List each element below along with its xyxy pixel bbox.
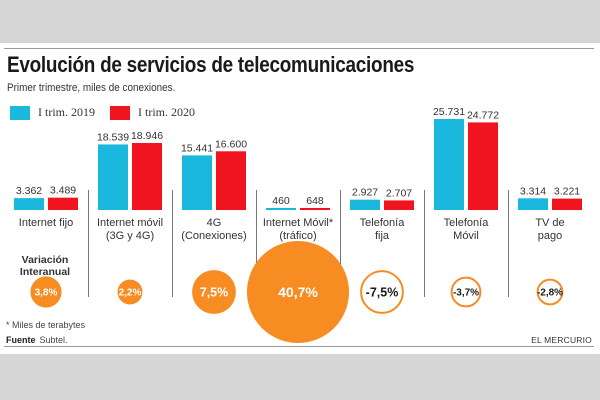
bar-value-label-2019: 3.362 [16, 185, 42, 197]
legend-label-2020: I trim. 2020 [138, 105, 195, 119]
variation-bubble-positive [117, 279, 143, 305]
bar-value-label-2020: 3.489 [50, 185, 76, 197]
bar-2019 [266, 208, 296, 210]
bar-2020 [216, 151, 246, 210]
source-label: Fuente [6, 335, 36, 345]
bar-chart: 3.362 3.489 Internet fijo 3,8% 18.539 18.946 I… [14, 106, 582, 344]
brand-credit: EL MERCURIO [531, 335, 592, 345]
bar-value-label-2019: 25.731 [433, 106, 465, 118]
variation-bubble-negative [360, 270, 404, 314]
variation-bubble-negative [450, 276, 482, 308]
category-label-sub: (3G y 4G) [106, 230, 154, 242]
bar-2019 [350, 199, 380, 210]
bar-2019 [14, 198, 44, 210]
bar-value-label-2020: 3.221 [554, 186, 580, 198]
category-label: Telefonía [444, 217, 490, 229]
category-label-sub: fija [375, 230, 390, 242]
variation-title-line1: Variación [21, 254, 69, 266]
variation-title: Variación Interanual [12, 254, 78, 278]
bar-value-label-2019: 460 [272, 195, 290, 207]
bar-value-label-2019: 15.441 [181, 142, 213, 154]
variation-label: -7,5% [366, 286, 399, 300]
bar-value-label-2019: 3.314 [520, 185, 546, 197]
variation-bubble-negative [536, 278, 564, 306]
category-label-sub: (tráfico) [279, 230, 316, 242]
bar-2019 [434, 119, 464, 210]
variation-title-line2: Interanual [19, 266, 71, 278]
category-label: Telefonía [360, 217, 406, 229]
bar-value-label-2020: 648 [306, 195, 324, 207]
bar-2019 [518, 198, 548, 210]
bar-2020 [552, 198, 582, 210]
source: Fuente Subtel. [6, 335, 68, 345]
variation-label: -3,7% [453, 288, 479, 299]
variation-bubble-positive [192, 270, 236, 314]
bottom-rule [4, 346, 594, 347]
legend-swatch-2019 [10, 105, 30, 120]
bar-2019 [182, 155, 212, 210]
chart-subtitle: Primer trimestre, miles de conexiones. [7, 82, 176, 94]
legend-swatch-2020 [110, 105, 130, 120]
variation-label: 7,5% [200, 286, 229, 300]
bar-2020 [48, 197, 78, 210]
category-label-sub: pago [538, 230, 562, 242]
bar-2020 [384, 200, 414, 210]
category-label: Internet móvil [97, 217, 163, 229]
bar-value-label-2019: 2.927 [352, 187, 378, 199]
legend-item-2020: I trim. 2020 [110, 105, 195, 120]
variation-bubble-positive [30, 276, 62, 308]
variation-label: 40,7% [278, 284, 318, 300]
variation-label: 3,8% [35, 288, 58, 299]
variation-label: -2,8% [537, 288, 563, 299]
footnote: * Miles de terabytes [6, 320, 86, 330]
legend-label-2019: I trim. 2019 [38, 105, 95, 119]
bar-2020 [132, 142, 162, 210]
bar-value-label-2020: 16.600 [215, 138, 247, 150]
bar-2019 [98, 144, 128, 210]
bar-2020 [300, 208, 330, 210]
top-rule [4, 48, 594, 49]
category-label: TV de [535, 217, 564, 229]
category-label-sub: Móvil [453, 230, 479, 242]
variation-label: 2,2% [119, 288, 142, 299]
legend-item-2019: I trim. 2019 [10, 105, 95, 120]
category-label-sub: (Conexiones) [181, 230, 246, 242]
category-label: 4G [207, 217, 222, 229]
category-label: Internet fijo [19, 217, 73, 229]
source-value: Subtel. [39, 335, 68, 345]
bar-value-label-2020: 18.946 [131, 130, 163, 142]
variation-bubble-positive [246, 240, 350, 344]
bar-value-label-2020: 24.772 [467, 109, 499, 121]
infographic-panel: Evolución de servicios de telecomunicaci… [0, 43, 600, 354]
chart-title: Evolución de servicios de telecomunicaci… [7, 52, 415, 77]
category-label: Internet Móvil* [263, 217, 334, 229]
bar-2020 [468, 122, 498, 210]
bar-value-label-2019: 18.539 [97, 131, 129, 143]
bar-value-label-2020: 2.707 [386, 187, 412, 199]
